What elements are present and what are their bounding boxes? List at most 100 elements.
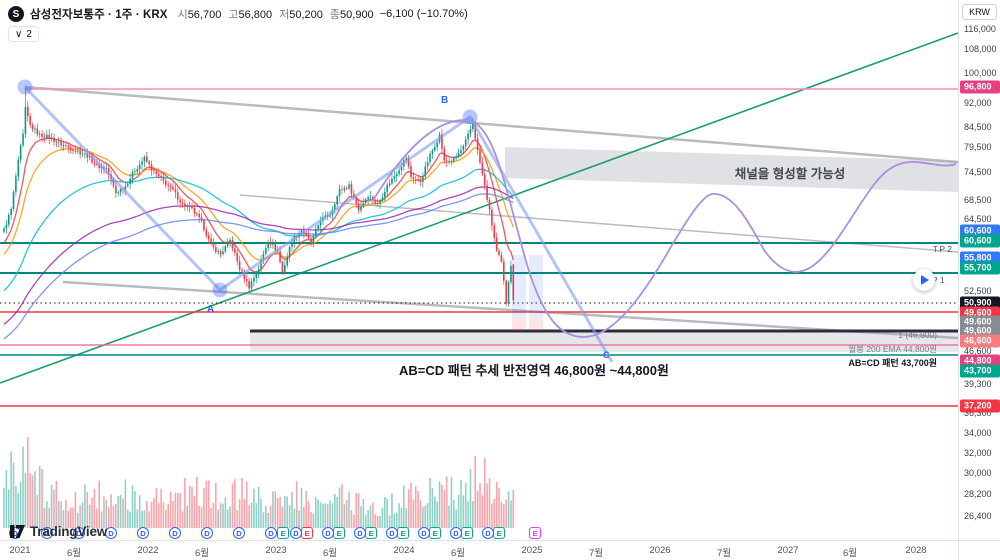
volume-bar xyxy=(510,500,512,528)
volume-bar xyxy=(143,510,146,528)
trendline-long-term-uptrend[interactable] xyxy=(0,32,958,384)
candle-body xyxy=(448,161,450,162)
price-scale[interactable]: KRW 116,000 108,000 100,000 92,000 84,500 79,… xyxy=(958,0,1000,540)
candle-body xyxy=(74,151,77,152)
volume-bar xyxy=(93,488,96,528)
price-badge: 37,200 xyxy=(960,399,1000,413)
volume-bar xyxy=(134,491,136,528)
projection-column[interactable] xyxy=(512,318,526,331)
time-axis[interactable]: 2021 6월 2022 6월 2023 6월 2024 6월 2025 7월 2026 7월 2027… xyxy=(0,540,958,560)
volume-bar xyxy=(129,511,131,528)
candle-body xyxy=(300,230,303,233)
earnings-badge[interactable]: E xyxy=(461,527,473,539)
candle-body xyxy=(229,239,231,242)
volume-bar xyxy=(462,495,465,528)
candle-body xyxy=(350,184,353,194)
close-value: 종50,900 xyxy=(330,6,374,22)
symbol-logo-icon[interactable]: S xyxy=(8,6,24,22)
abcd-pattern-zigzag[interactable] xyxy=(23,85,614,363)
volume-bar xyxy=(138,495,141,528)
price-badge: 43,700 xyxy=(960,364,1000,378)
dividend-badge[interactable]: D xyxy=(265,527,277,539)
volume-bar xyxy=(303,506,305,528)
volume-bar xyxy=(350,510,353,528)
volume-bar xyxy=(255,503,258,528)
candle-body xyxy=(462,145,465,150)
volume-bar xyxy=(122,498,124,528)
candle-body xyxy=(157,174,160,177)
pattern-point-b: B xyxy=(441,95,449,106)
candle-body xyxy=(124,186,127,190)
candle-body xyxy=(441,134,443,149)
trendline-descending-support[interactable] xyxy=(62,280,958,340)
dividend-badge[interactable]: D xyxy=(73,527,85,539)
volume-bar xyxy=(153,498,155,528)
chart-plot-area[interactable] xyxy=(0,0,958,540)
price-tick: 79,500 xyxy=(964,142,992,152)
dividend-badge[interactable]: D xyxy=(137,527,149,539)
volume-bar xyxy=(483,458,486,528)
volume-bar xyxy=(126,509,129,528)
volume-bar xyxy=(479,483,481,528)
candle-body xyxy=(391,178,393,184)
candle-body xyxy=(265,248,267,254)
channel-band[interactable] xyxy=(505,147,958,192)
earnings-badge[interactable]: E xyxy=(529,527,541,539)
volume-bar xyxy=(203,488,205,528)
volume-bar xyxy=(157,503,160,528)
trendline-descending-resistance[interactable] xyxy=(24,85,958,164)
earnings-badge[interactable]: E xyxy=(493,527,505,539)
volume-bar xyxy=(341,484,343,528)
currency-button[interactable]: KRW xyxy=(962,4,997,20)
tradingview-logo[interactable]: TradingView xyxy=(10,524,107,539)
volume-bar xyxy=(253,488,255,528)
volume-bar xyxy=(410,482,412,528)
volume-bar xyxy=(136,509,139,528)
candle-body xyxy=(219,251,222,255)
reversal-zone-band[interactable] xyxy=(250,332,958,352)
time-tick: 6월 xyxy=(322,548,338,559)
forecast-wave-curve[interactable] xyxy=(371,119,957,338)
dividend-badge[interactable]: D xyxy=(201,527,213,539)
earnings-badge[interactable]: E xyxy=(429,527,441,539)
volume-bar xyxy=(141,511,143,528)
dividend-badge[interactable]: D xyxy=(169,527,181,539)
volume-bar xyxy=(207,480,210,528)
candle-body xyxy=(407,158,410,167)
time-tick: 6월 xyxy=(842,548,858,559)
volume-bar xyxy=(457,494,460,528)
candle-body xyxy=(24,106,27,134)
dividend-badge[interactable]: D xyxy=(105,527,117,539)
projection-column[interactable] xyxy=(529,318,543,331)
symbol-title[interactable]: 삼성전자보통주 · 1주 · KRX xyxy=(30,9,168,21)
candle-body xyxy=(426,162,429,167)
dividend-badge[interactable]: D xyxy=(233,527,245,539)
candle-body xyxy=(129,178,131,184)
volume-bar xyxy=(433,496,436,528)
candle-body xyxy=(17,159,20,177)
earnings-badge[interactable]: E xyxy=(333,527,345,539)
candle-body xyxy=(291,242,293,247)
low-value: 저50,200 xyxy=(279,6,323,22)
candle-body xyxy=(186,206,189,208)
projection-column[interactable] xyxy=(529,255,543,318)
earnings-badge[interactable]: E xyxy=(301,527,313,539)
candle-body xyxy=(174,189,177,193)
earnings-badge[interactable]: E xyxy=(397,527,409,539)
indicators-collapse-button[interactable]: ∨ 2 xyxy=(8,26,39,42)
pattern-anchor-marker[interactable] xyxy=(212,282,228,298)
symbol-header: S 삼성전자보통주 · 1주 · KRX 시56,700 고56,800 저50… xyxy=(8,5,468,23)
volume-bar xyxy=(384,496,386,528)
candle-body xyxy=(400,166,403,171)
axis-corner xyxy=(958,540,1000,560)
chart-canvas[interactable] xyxy=(0,0,958,540)
earnings-badge[interactable]: E xyxy=(277,527,289,539)
dividend-badge[interactable]: D xyxy=(41,527,53,539)
volume-bar xyxy=(412,499,415,528)
play-forecast-button[interactable] xyxy=(913,269,935,291)
price-badge: 44,800 xyxy=(960,354,1000,368)
volume-bar xyxy=(245,481,248,528)
pattern-anchor-marker[interactable] xyxy=(17,79,33,95)
earnings-badge[interactable]: E xyxy=(365,527,377,539)
projection-column[interactable] xyxy=(512,255,526,318)
